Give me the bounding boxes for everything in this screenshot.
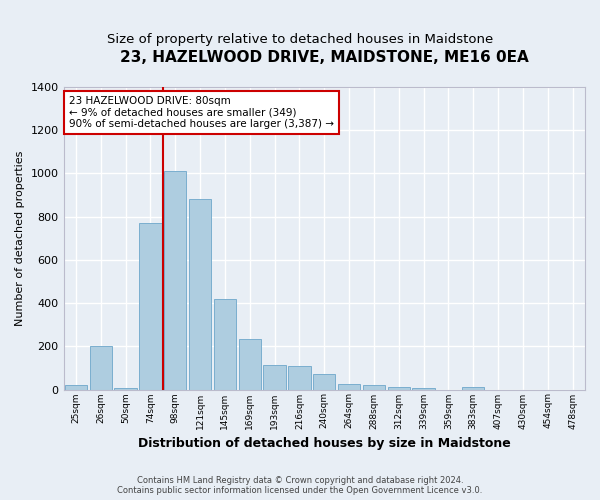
Bar <box>115 388 137 390</box>
Bar <box>89 346 112 390</box>
Bar <box>363 385 385 390</box>
Bar <box>164 172 187 390</box>
Bar <box>239 338 261 390</box>
Text: Size of property relative to detached houses in Maidstone: Size of property relative to detached ho… <box>107 32 493 46</box>
Bar <box>388 387 410 390</box>
Bar <box>263 364 286 390</box>
Y-axis label: Number of detached properties: Number of detached properties <box>15 150 25 326</box>
Bar <box>214 299 236 390</box>
Text: Contains HM Land Registry data © Crown copyright and database right 2024.
Contai: Contains HM Land Registry data © Crown c… <box>118 476 482 495</box>
Bar <box>338 384 360 390</box>
Bar <box>139 223 161 390</box>
Title: 23, HAZELWOOD DRIVE, MAIDSTONE, ME16 0EA: 23, HAZELWOOD DRIVE, MAIDSTONE, ME16 0EA <box>120 50 529 65</box>
Bar <box>189 200 211 390</box>
Bar <box>462 387 484 390</box>
Text: 23 HAZELWOOD DRIVE: 80sqm
← 9% of detached houses are smaller (349)
90% of semi-: 23 HAZELWOOD DRIVE: 80sqm ← 9% of detach… <box>69 96 334 130</box>
X-axis label: Distribution of detached houses by size in Maidstone: Distribution of detached houses by size … <box>138 437 511 450</box>
Bar <box>412 388 435 390</box>
Bar <box>65 385 87 390</box>
Bar <box>288 366 311 390</box>
Bar <box>313 374 335 390</box>
